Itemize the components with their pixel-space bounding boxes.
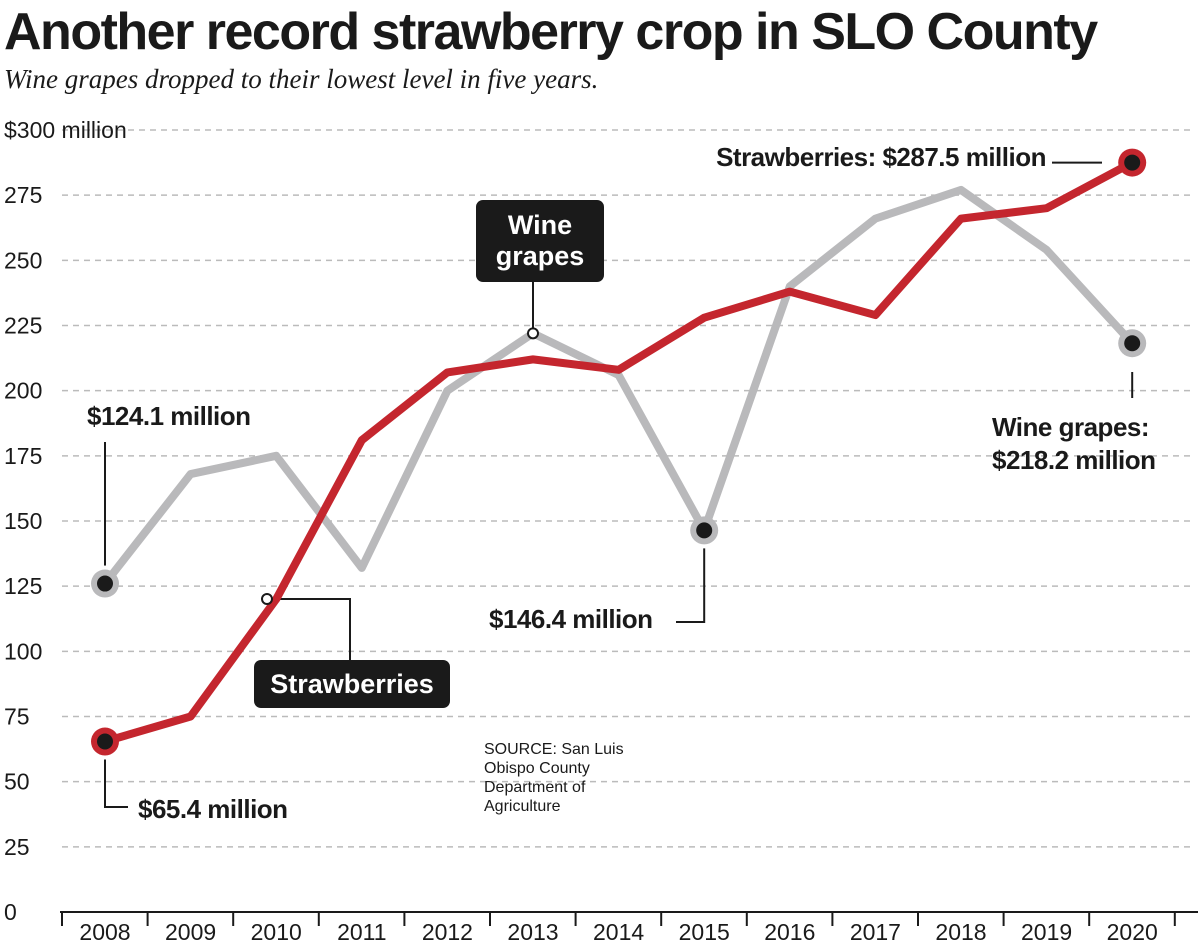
strawberries-tag-box <box>254 660 450 708</box>
wine-grapes-tag-box <box>476 200 604 282</box>
x-axis: 2008 2009 2010 2011 2012 2013 2014 2015 2016 2017… <box>60 911 1198 945</box>
annotation-grapes-2020-line2: $218.2 million <box>992 445 1156 475</box>
annotation-grapes-2020-line1: Wine grapes: <box>992 412 1149 442</box>
source-line: Agriculture <box>484 798 561 815</box>
x-tick-label: 2014 <box>593 919 644 945</box>
wine-grapes-tag-line1: Wine <box>508 210 572 240</box>
strawberries-2008-marker <box>97 733 113 750</box>
x-tick-label: 2018 <box>935 919 986 945</box>
source-note: SOURCE: San Luis Obispo County Department … <box>484 741 624 815</box>
wine-grapes-tag-line2: grapes <box>496 241 585 271</box>
x-tick-label: 2012 <box>422 919 473 945</box>
strawberries-2020-marker <box>1124 154 1141 171</box>
x-tick-label: 2010 <box>251 919 302 945</box>
x-tick-label: 2019 <box>1021 919 1072 945</box>
y-tick-label: 175 <box>4 443 42 469</box>
wine-grapes-2015-marker <box>696 522 713 539</box>
y-tick-label: $300 million <box>4 117 127 143</box>
x-tick-label: 2008 <box>79 919 130 945</box>
annotation-leaders <box>104 161 1134 808</box>
strawberries-tag-label: Strawberries <box>270 669 434 699</box>
x-tick-label: 2009 <box>165 919 216 945</box>
y-tick-label: 200 <box>4 378 42 404</box>
y-tick-label: 150 <box>4 508 42 534</box>
wine-grapes-line <box>101 185 1137 588</box>
x-tick-label: 2020 <box>1107 919 1158 945</box>
annotation-grapes-2015: $146.4 million <box>489 604 653 634</box>
annotation-grapes-2008: $124.1 million <box>87 401 251 431</box>
source-line: Department of <box>484 779 586 796</box>
y-tick-label: 100 <box>4 638 42 664</box>
wine-grapes-2020-marker <box>1124 335 1141 352</box>
y-tick-label: 275 <box>4 182 42 208</box>
source-line: SOURCE: San Luis <box>484 741 624 758</box>
leader-strawberries-2008 <box>104 759 128 808</box>
wine-grapes-2008-marker <box>97 575 113 592</box>
annotation-strawberries-2008: $65.4 million <box>138 794 288 824</box>
y-tick-label: 125 <box>4 573 42 599</box>
wine-grapes-tag-pointer <box>527 327 539 340</box>
series-lines <box>101 158 1137 746</box>
leader-grapes-2015 <box>676 548 706 623</box>
chart-subtitle: Wine grapes dropped to their lowest leve… <box>4 64 599 94</box>
strawberries-line <box>101 158 1137 746</box>
x-tick-label: 2011 <box>337 919 386 945</box>
y-tick-label: 0 <box>4 899 17 925</box>
x-tick-label: 2015 <box>679 919 730 945</box>
x-tick-label: 2017 <box>850 919 901 945</box>
y-axis-ticks: 0 25 50 75 100 125 150 175 200 225 250 275 $300 mill… <box>4 117 127 925</box>
y-tick-label: 75 <box>4 704 30 730</box>
y-tick-label: 250 <box>4 247 42 273</box>
leader-strawberries-tag <box>267 598 351 662</box>
strawberries-tag-pointer <box>261 593 273 605</box>
x-tick-label: 2016 <box>764 919 815 945</box>
annotation-labels: $124.1 million $65.4 million $146.4 millio… <box>87 142 1156 824</box>
x-tick-label: 2013 <box>507 919 558 945</box>
series-markers <box>91 148 1147 756</box>
y-tick-label: 50 <box>4 769 30 795</box>
chart-title: Another record strawberry crop in SLO Co… <box>4 3 1098 61</box>
annotation-strawberries-2020: Strawberries: $287.5 million <box>716 142 1046 172</box>
y-tick-label: 25 <box>4 834 30 860</box>
source-line: Obispo County <box>484 760 590 777</box>
y-tick-label: 225 <box>4 313 42 339</box>
